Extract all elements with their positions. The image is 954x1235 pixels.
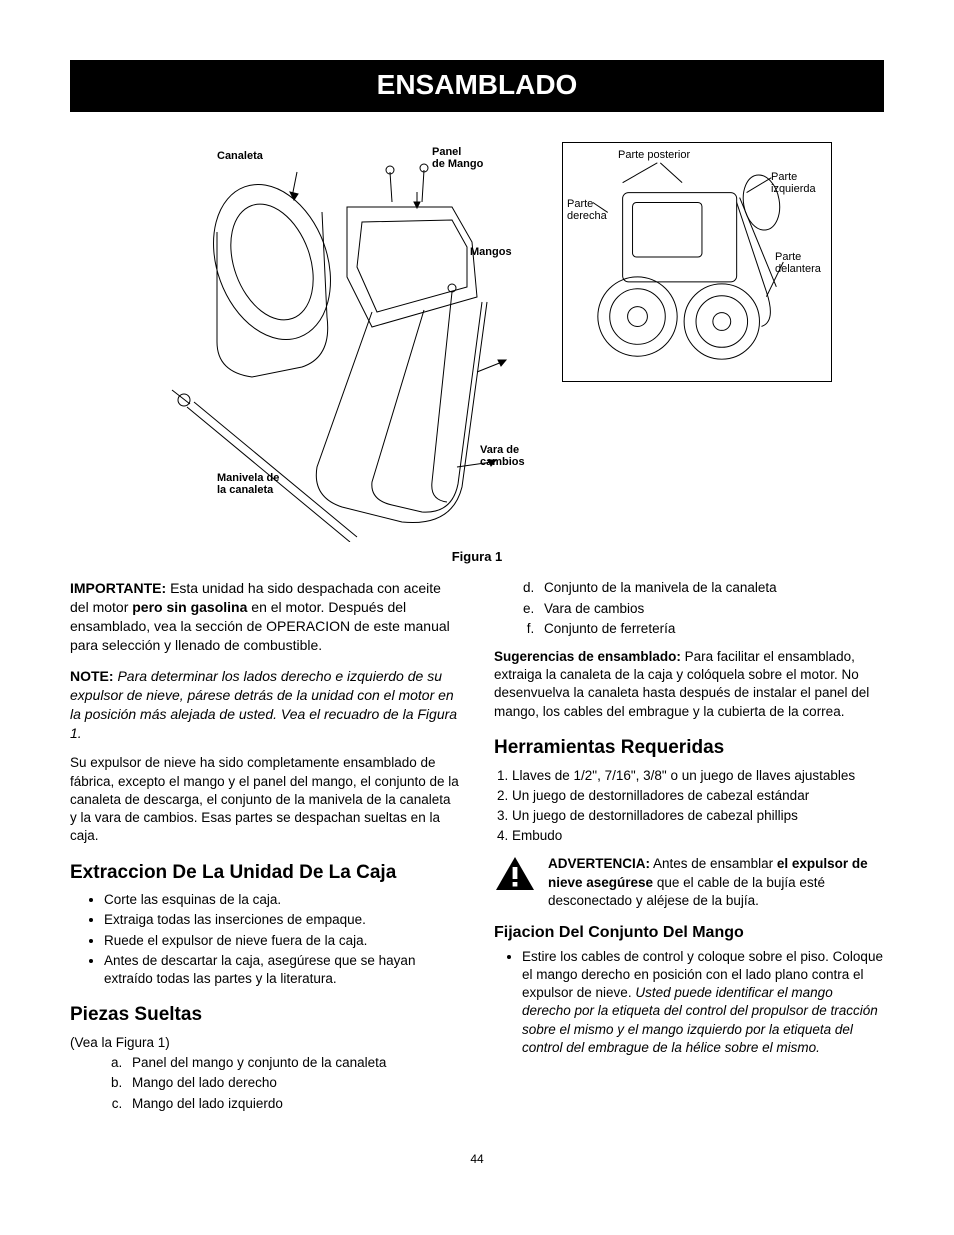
figure-side: Parte posterior Parte izquierda Parte de… <box>562 142 832 382</box>
figure-main: Canaleta Panel de Mango Mangos Vara de c… <box>122 142 522 542</box>
list-item: Estire los cables de control y coloque s… <box>522 948 884 1057</box>
note-label: NOTE: <box>70 668 114 684</box>
warn-label: ADVERTENCIA: <box>548 856 650 871</box>
warning-block: ADVERTENCIA: Antes de ensamblar el expul… <box>494 855 884 910</box>
list-item: Conjunto de ferretería <box>538 620 884 638</box>
sugerencias-label: Sugerencias de ensamblado: <box>494 649 681 664</box>
warning-icon <box>494 855 536 910</box>
list-item: Panel del mango y conjunto de la canalet… <box>126 1054 460 1072</box>
warning-text: ADVERTENCIA: Antes de ensamblar el expul… <box>548 855 884 910</box>
left-column: IMPORTANTE: Esta unidad ha sido despacha… <box>70 579 460 1122</box>
list-item: Ruede el expulsor de nieve fuera de la c… <box>104 932 460 950</box>
figure-main-svg <box>122 142 522 542</box>
label-izquierda: Parte izquierda <box>771 171 816 196</box>
list-item: Mango del lado derecho <box>126 1074 460 1092</box>
warn-text-1: Antes de ensamblar <box>650 856 777 871</box>
list-item: Vara de cambios <box>538 600 884 618</box>
heading-herramientas: Herramientas Requeridas <box>494 735 884 761</box>
label-manivela-canaleta: Manivela de la canaleta <box>217 472 279 497</box>
importante-bold: pero sin gasolina <box>132 599 247 615</box>
heading-extraccion: Extraccion De La Unidad De La Caja <box>70 860 460 886</box>
figure-caption: Figura 1 <box>70 548 884 566</box>
list-item: Antes de descartar la caja, asegúrese qu… <box>104 952 460 988</box>
label-panel-mango: Panel de Mango <box>432 146 483 171</box>
piezas-list-cont: Conjunto de la manivela de la canaleta V… <box>494 579 884 638</box>
page-number: 44 <box>70 1151 884 1167</box>
piezas-list: Panel del mango y conjunto de la canalet… <box>70 1054 460 1113</box>
importante-label: IMPORTANTE: <box>70 580 166 596</box>
figure-row: Canaleta Panel de Mango Mangos Vara de c… <box>70 142 884 542</box>
factory-paragraph: Su expulsor de nieve ha sido completamen… <box>70 754 460 845</box>
list-item: Llaves de 1/2", 7/16", 3/8" o un juego d… <box>512 767 884 785</box>
sugerencias-paragraph: Sugerencias de ensamblado: Para facilita… <box>494 648 884 721</box>
page-title-bar: ENSAMBLADO <box>70 60 884 112</box>
list-item: Embudo <box>512 827 884 845</box>
list-item: Un juego de destornilladores de cabezal … <box>512 807 884 825</box>
page-title: ENSAMBLADO <box>377 69 578 100</box>
list-item: Mango del lado izquierdo <box>126 1095 460 1113</box>
note-paragraph: NOTE: Para determinar los lados derecho … <box>70 667 460 743</box>
body-columns: IMPORTANTE: Esta unidad ha sido despacha… <box>70 579 884 1122</box>
list-item: Conjunto de la manivela de la canaleta <box>538 579 884 597</box>
label-canaleta: Canaleta <box>217 150 263 163</box>
note-text: Para determinar los lados derecho e izqu… <box>70 668 457 741</box>
heading-piezas: Piezas Sueltas <box>70 1002 460 1028</box>
extraccion-list: Corte las esquinas de la caja. Extraiga … <box>70 891 460 988</box>
label-mangos: Mangos <box>470 246 512 259</box>
label-vara-cambios: Vara de cambios <box>480 444 525 469</box>
piezas-ref: (Vea la Figura 1) <box>70 1034 460 1052</box>
list-item: Corte las esquinas de la caja. <box>104 891 460 909</box>
right-column: Conjunto de la manivela de la canaleta V… <box>494 579 884 1122</box>
label-posterior: Parte posterior <box>618 149 690 162</box>
list-item: Un juego de destornilladores de cabezal … <box>512 787 884 805</box>
importante-paragraph: IMPORTANTE: Esta unidad ha sido despacha… <box>70 579 460 655</box>
label-delantera: Parte delantera <box>775 251 821 276</box>
label-derecha: Parte derecha <box>567 198 607 223</box>
heading-fijacion: Fijacion Del Conjunto Del Mango <box>494 922 884 944</box>
list-item: Extraiga todas las inserciones de empaqu… <box>104 911 460 929</box>
fijacion-list: Estire los cables de control y coloque s… <box>494 948 884 1057</box>
herramientas-list: Llaves de 1/2", 7/16", 3/8" o un juego d… <box>494 767 884 846</box>
